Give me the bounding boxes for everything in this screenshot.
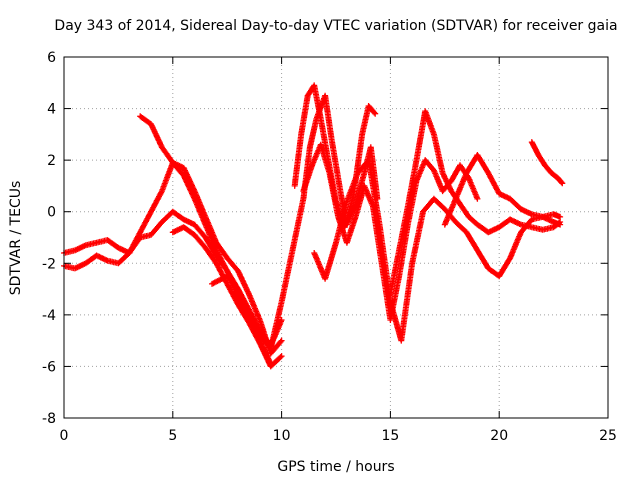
x-tick-label: 10 — [273, 428, 291, 444]
data-point-markers — [169, 224, 285, 370]
y-tick-label: -2 — [42, 256, 56, 272]
series-track-9 — [387, 108, 564, 298]
series-track-11 — [528, 139, 566, 187]
y-tick-label: 4 — [47, 102, 56, 118]
x-tick-label: 20 — [490, 428, 508, 444]
y-tick-label: 0 — [47, 205, 56, 221]
data-point-markers — [441, 152, 564, 228]
data-series — [61, 82, 566, 370]
x-tick-label: 15 — [381, 428, 399, 444]
data-point-markers — [528, 139, 566, 187]
y-axis-label: SDTVAR / TECUs — [8, 181, 24, 296]
series-track-8 — [311, 157, 564, 344]
y-tick-label: -6 — [42, 359, 56, 375]
series-track-4 — [169, 224, 285, 370]
y-tick-label: 2 — [47, 153, 56, 169]
y-tick-label: 6 — [47, 50, 56, 66]
plot-frame — [63, 56, 609, 419]
data-point-markers — [311, 157, 564, 344]
series-track-10 — [441, 152, 564, 228]
data-point-markers — [387, 108, 564, 298]
axis-ticks: 0 5 10 15 20 25 -8 -6 -4 -2 0 2 4 6 — [42, 50, 617, 444]
x-tick-label: 25 — [599, 428, 617, 444]
x-tick-label: 5 — [168, 428, 177, 444]
x-axis-label: GPS time / hours — [277, 459, 394, 475]
chart-title: Day 343 of 2014, Sidereal Day-to-day VTE… — [54, 18, 617, 34]
y-tick-label: -4 — [42, 308, 56, 324]
x-tick-label: 0 — [60, 428, 69, 444]
y-tick-label: -8 — [42, 411, 56, 427]
